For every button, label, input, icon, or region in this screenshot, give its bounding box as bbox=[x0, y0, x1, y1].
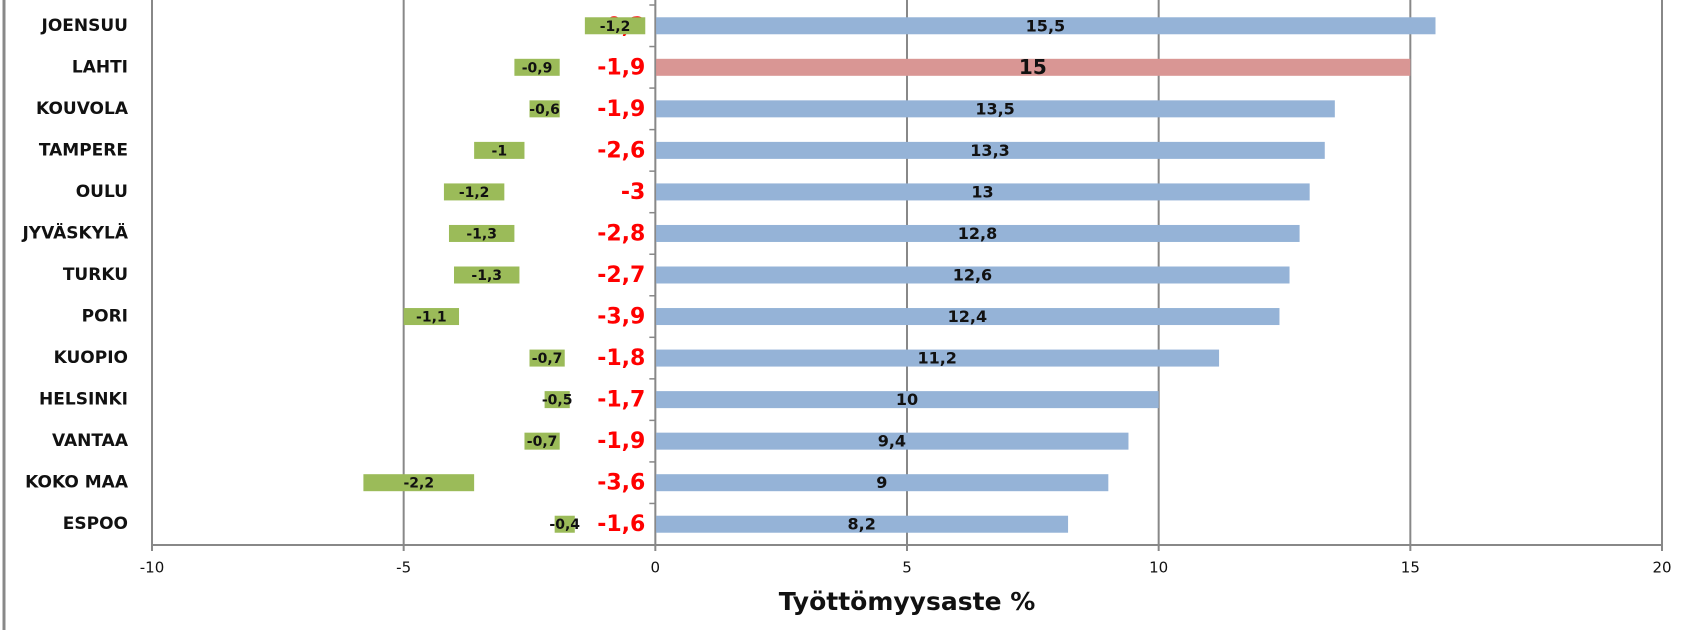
bar bbox=[655, 183, 1310, 201]
bar-value-label: 13 bbox=[971, 182, 993, 201]
change-bar-label: -0,7 bbox=[532, 351, 563, 367]
category-label: TURKU bbox=[63, 265, 128, 285]
change-bar bbox=[524, 432, 560, 450]
change-bar bbox=[448, 224, 515, 242]
bar-value-label: 15,5 bbox=[1026, 16, 1065, 35]
change-bar-label: -1,2 bbox=[600, 19, 631, 35]
bar bbox=[655, 391, 1159, 409]
x-tick-label: 0 bbox=[651, 559, 661, 577]
change-label: -3,6 bbox=[597, 471, 645, 496]
category-label: TAMPERE bbox=[39, 140, 128, 160]
change-label: -1,9 bbox=[597, 429, 645, 454]
change-bar-label: -2,2 bbox=[403, 476, 434, 492]
change-bar bbox=[363, 474, 475, 492]
bar bbox=[655, 58, 1411, 76]
category-label: OULU bbox=[76, 182, 128, 202]
change-bar bbox=[454, 266, 520, 284]
change-bar bbox=[443, 183, 505, 201]
category-label: KUOPIO bbox=[54, 348, 128, 368]
category-label: KOUVOLA bbox=[36, 99, 129, 119]
bar-value-label: 10 bbox=[896, 390, 918, 409]
bar bbox=[655, 515, 1069, 533]
x-tick-label: 15 bbox=[1401, 559, 1420, 577]
bar-value-label: 13,3 bbox=[970, 141, 1009, 160]
change-bar-label: -0,5 bbox=[542, 393, 573, 409]
change-bar-label: -1,1 bbox=[416, 310, 447, 326]
change-bar-label: -0,4 bbox=[549, 517, 580, 533]
bar bbox=[655, 266, 1290, 284]
x-tick-label: -10 bbox=[140, 559, 165, 577]
change-label: -3 bbox=[621, 180, 645, 205]
bar-value-label: 12,8 bbox=[958, 224, 997, 243]
change-label: -1,6 bbox=[597, 512, 645, 537]
change-bar bbox=[544, 391, 570, 409]
bar-value-label: 9 bbox=[876, 473, 887, 492]
category-label: LAHTI bbox=[72, 57, 128, 77]
change-bar-label: -0,9 bbox=[522, 60, 553, 76]
bar bbox=[655, 141, 1325, 159]
bar bbox=[655, 349, 1220, 367]
offset-bar bbox=[645, 17, 655, 34]
category-label: HELSINKI bbox=[39, 390, 128, 410]
change-bar-label: -1,3 bbox=[466, 226, 497, 242]
x-tick-label: 20 bbox=[1652, 559, 1671, 577]
change-label: -1,9 bbox=[597, 55, 645, 80]
bar bbox=[655, 308, 1280, 326]
x-tick-label: 5 bbox=[902, 559, 912, 577]
bar-value-label: 12,6 bbox=[953, 266, 992, 285]
change-bar bbox=[474, 141, 525, 159]
change-bar-label: -1,2 bbox=[459, 185, 490, 201]
change-label: -1,7 bbox=[597, 388, 645, 413]
change-bar-label: -1,3 bbox=[471, 268, 502, 284]
change-bar bbox=[584, 17, 646, 35]
category-label: KOKO MAA bbox=[25, 473, 129, 493]
bar-value-label: 9,4 bbox=[878, 432, 906, 451]
change-bar-label: -0,7 bbox=[527, 434, 558, 450]
bar bbox=[655, 100, 1335, 118]
bar bbox=[655, 432, 1129, 450]
category-label: JOENSUU bbox=[41, 16, 128, 36]
change-bar bbox=[554, 515, 575, 533]
change-label: -2,6 bbox=[597, 138, 645, 163]
category-label: ESPOO bbox=[63, 514, 128, 534]
bar bbox=[655, 17, 1436, 35]
change-label: -3,9 bbox=[597, 305, 645, 330]
bar bbox=[655, 224, 1300, 242]
bar bbox=[655, 474, 1109, 492]
x-tick-label: -5 bbox=[396, 559, 411, 577]
bar-value-label: 15 bbox=[1019, 55, 1047, 79]
change-label: -1,8 bbox=[597, 346, 645, 371]
change-label: -1,9 bbox=[597, 97, 645, 122]
change-bar-label: -0,6 bbox=[529, 102, 560, 118]
change-bar bbox=[529, 100, 560, 118]
change-label: -2,7 bbox=[597, 263, 645, 288]
category-label: JYVÄSKYLÄ bbox=[21, 221, 128, 243]
bar-value-label: 13,5 bbox=[975, 99, 1014, 118]
bar-value-label: 12,4 bbox=[948, 307, 987, 326]
change-bar bbox=[403, 308, 460, 326]
change-label: -2,8 bbox=[597, 221, 645, 246]
category-label: PORI bbox=[82, 307, 128, 327]
change-bar-label: -1 bbox=[492, 143, 508, 159]
change-bar bbox=[514, 58, 560, 76]
category-label: VANTAA bbox=[52, 431, 129, 451]
x-tick-label: 10 bbox=[1149, 559, 1168, 577]
change-bar bbox=[529, 349, 565, 367]
x-axis-title: Työttömyysaste % bbox=[779, 587, 1036, 616]
bar-value-label: 11,2 bbox=[917, 349, 956, 368]
bar-value-label: 8,2 bbox=[848, 515, 876, 534]
